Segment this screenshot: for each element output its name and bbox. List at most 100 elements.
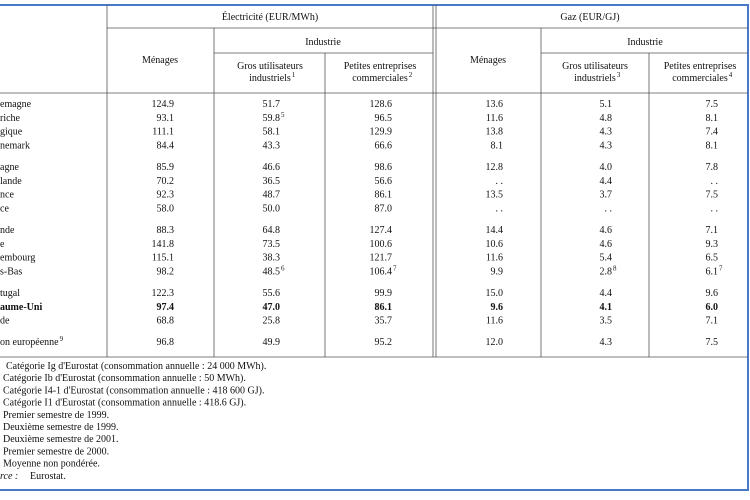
cell: 13.8 xyxy=(486,127,504,138)
superscript: 9 xyxy=(60,335,64,343)
row-label: on européenne xyxy=(0,337,59,348)
row-label: nemark xyxy=(0,140,30,151)
source-text: Eurostat. xyxy=(30,471,66,482)
cell: 4.4 xyxy=(600,176,613,187)
cell: 4.1 xyxy=(600,302,613,313)
superscript: 2 xyxy=(409,71,413,79)
cell: 48.7 xyxy=(263,190,281,201)
cell: 11.6 xyxy=(486,253,503,264)
cell: 50.0 xyxy=(263,203,281,214)
cell: 35.7 xyxy=(375,316,393,327)
cell: 15.0 xyxy=(486,288,504,299)
footnote: Catégorie Ig d'Eurostat (consommation an… xyxy=(6,361,266,372)
footnote: Moyenne non pondérée. xyxy=(3,459,100,470)
cell: 4.3 xyxy=(600,140,613,151)
cell: . . xyxy=(605,203,613,214)
cell: 47.0 xyxy=(263,302,281,313)
cell: 3.5 xyxy=(600,316,613,327)
cell: 100.6 xyxy=(370,239,393,250)
cell: 4.4 xyxy=(600,288,613,299)
column-header: industriels xyxy=(249,73,291,84)
row-label: agne xyxy=(0,162,19,173)
row-label: ce xyxy=(0,203,9,214)
cell: 49.9 xyxy=(263,337,281,348)
cell: 98.6 xyxy=(375,162,393,173)
cell: 48.5 xyxy=(263,266,281,277)
cell: 124.9 xyxy=(152,99,175,110)
source-label: rce : xyxy=(0,471,18,482)
cell: 70.2 xyxy=(157,176,175,187)
cell: 86.1 xyxy=(375,302,393,313)
cell: 12.0 xyxy=(486,337,504,348)
group-header: Électricité (EUR/MWh) xyxy=(222,11,318,23)
cell: 4.6 xyxy=(600,225,613,236)
cell: . . xyxy=(711,176,719,187)
cell: 2.8 xyxy=(600,266,613,277)
column-header: industriels xyxy=(574,73,616,84)
cell: 121.7 xyxy=(370,253,393,264)
cell: 9.3 xyxy=(706,239,719,250)
cell: 8.1 xyxy=(491,140,504,151)
cell: 85.9 xyxy=(157,162,175,173)
row-label: riche xyxy=(0,113,21,124)
cell: 73.5 xyxy=(263,239,281,250)
footnote: Catégorie I4-1 d'Eurostat (consommation … xyxy=(3,385,264,396)
cell: 115.1 xyxy=(152,253,174,264)
cell: 4.3 xyxy=(600,127,613,138)
cell: 68.8 xyxy=(157,316,175,327)
footnote: Premier semestre de 2000. xyxy=(3,446,109,457)
column-header: Industrie xyxy=(305,37,341,48)
cell: 9.9 xyxy=(491,266,504,277)
cell: 99.9 xyxy=(375,288,393,299)
cell: 9.6 xyxy=(491,302,504,313)
cell: 6.0 xyxy=(706,302,719,313)
footnote: Deuxième semestre de 2001. xyxy=(3,434,119,445)
cell: 58.0 xyxy=(157,203,175,214)
row-label: lande xyxy=(0,176,22,187)
cell: 128.6 xyxy=(370,99,393,110)
cell: 88.3 xyxy=(157,225,175,236)
cell: 111.1 xyxy=(152,127,174,138)
row-label: emagne xyxy=(0,99,32,110)
cell: 13.6 xyxy=(486,99,504,110)
column-header: Ménages xyxy=(142,55,178,66)
cell: 46.6 xyxy=(263,162,281,173)
cell: 4.6 xyxy=(600,239,613,250)
row-label: embourg xyxy=(0,253,35,264)
cell: 141.8 xyxy=(152,239,175,250)
cell: 7.5 xyxy=(706,190,719,201)
row-label: de xyxy=(0,316,10,327)
cell: 7.8 xyxy=(706,162,719,173)
cell: 106.4 xyxy=(370,266,393,277)
cell: 8.1 xyxy=(706,113,719,124)
footnote: Catégorie I1 d'Eurostat (consommation an… xyxy=(3,398,246,409)
cell: 6.5 xyxy=(706,253,719,264)
superscript: 4 xyxy=(729,71,733,79)
cell: 43.3 xyxy=(263,140,281,151)
superscript: 5 xyxy=(281,111,285,119)
cell: 38.3 xyxy=(263,253,281,264)
column-header: Petites entreprises xyxy=(344,61,417,72)
cell: 98.2 xyxy=(157,266,175,277)
cell: 4.0 xyxy=(600,162,613,173)
column-header: commerciales xyxy=(672,73,728,84)
cell: 7.5 xyxy=(706,337,719,348)
cell: 96.8 xyxy=(157,337,175,348)
row-label: gique xyxy=(0,127,23,138)
cell: 96.5 xyxy=(375,113,393,124)
cell: 14.4 xyxy=(486,225,504,236)
row-label: aume-Uni xyxy=(0,302,42,313)
group-header: Gaz (EUR/GJ) xyxy=(560,12,619,23)
cell: 10.6 xyxy=(486,239,504,250)
superscript: 7 xyxy=(393,264,397,272)
cell: 95.2 xyxy=(375,337,393,348)
cell: 9.6 xyxy=(706,288,719,299)
row-label: s-Bas xyxy=(0,266,22,277)
superscript: 3 xyxy=(617,71,621,79)
superscript: 6 xyxy=(281,264,285,272)
superscript: 7 xyxy=(719,264,723,272)
row-label: nde xyxy=(0,225,15,236)
cell: 5.1 xyxy=(600,99,613,110)
cell: 129.9 xyxy=(370,127,393,138)
